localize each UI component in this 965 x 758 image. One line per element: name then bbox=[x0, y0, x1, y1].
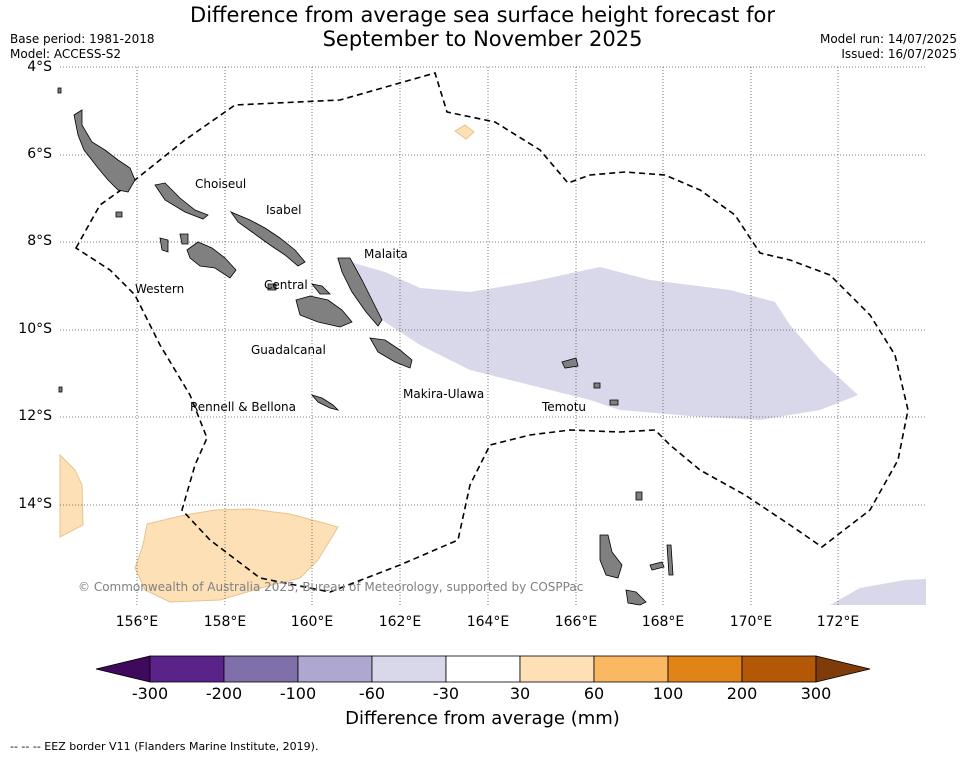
province-labels: Choiseul Isabel Malaita Western Central … bbox=[135, 177, 586, 414]
santa-cruz-island bbox=[561, 357, 579, 369]
colorbar-extend-low bbox=[95, 655, 151, 683]
colorbar-tick-label: 60 bbox=[583, 684, 605, 703]
vanikoro-island bbox=[609, 399, 619, 406]
colorbar-tick-label: 30 bbox=[509, 684, 531, 703]
colorbar-bin-6 bbox=[519, 655, 595, 683]
torres-islands bbox=[635, 491, 643, 501]
eez-footnote: -- -- -- EEZ border V11 (Flanders Marine… bbox=[10, 740, 319, 753]
islands bbox=[57, 87, 674, 606]
meta-right: Model run: 14/07/2025 Issued: 16/07/2025 bbox=[820, 32, 957, 62]
colorbar-tick-label: -60 bbox=[358, 684, 386, 703]
colorbar-bin-1 bbox=[149, 655, 225, 683]
ambae-island bbox=[649, 561, 665, 571]
model-name: Model: ACCESS-S2 bbox=[10, 47, 122, 61]
lon-label-166e: 166°E bbox=[554, 614, 598, 630]
lat-label-12s: 12°S bbox=[18, 408, 52, 424]
label-western: Western bbox=[135, 282, 184, 296]
negative-anomaly-region-se bbox=[830, 579, 926, 605]
lat-label-8s: 8°S bbox=[27, 233, 52, 249]
lon-label-164e: 164°E bbox=[466, 614, 510, 630]
lon-label-158e: 158°E bbox=[203, 614, 247, 630]
espiritu-santo-island bbox=[599, 534, 623, 579]
florida-islands bbox=[311, 283, 331, 295]
colorbar-bin-8 bbox=[667, 655, 743, 683]
model-run: Model run: 14/07/2025 bbox=[819, 32, 957, 46]
meta-left: Base period: 1981-2018 Model: ACCESS-S2 bbox=[10, 32, 155, 62]
small-island-3 bbox=[57, 87, 62, 94]
label-isabel: Isabel bbox=[266, 203, 301, 217]
issued-date: Issued: 16/07/2025 bbox=[841, 47, 957, 61]
colorbar-tick-label: -300 bbox=[131, 684, 169, 703]
base-period: Base period: 1981-2018 bbox=[10, 32, 155, 46]
lon-label-160e: 160°E bbox=[290, 614, 334, 630]
colorbar-bin-4 bbox=[371, 655, 447, 683]
colorbar-extend-high bbox=[815, 655, 871, 683]
lat-label-4s: 4°S bbox=[27, 59, 52, 75]
rendova-island bbox=[159, 237, 169, 253]
label-rennell-bellona: Rennell & Bellona bbox=[190, 400, 296, 414]
colorbar-tick-label: 300 bbox=[800, 684, 832, 703]
colorbar-bin-5 bbox=[445, 655, 521, 683]
colorbar-bin-2 bbox=[223, 655, 299, 683]
lon-label-172e: 172°E bbox=[816, 614, 860, 630]
new-georgia-island bbox=[186, 241, 237, 279]
label-malaita: Malaita bbox=[364, 247, 408, 261]
colorbar-tick-label: -200 bbox=[205, 684, 243, 703]
colorbar-tick-label: 100 bbox=[652, 684, 684, 703]
utupua-island bbox=[593, 382, 601, 389]
label-central: Central bbox=[264, 278, 308, 292]
label-temotu: Temotu bbox=[541, 400, 586, 414]
vella-lavella-island bbox=[154, 182, 209, 220]
pentecost-island bbox=[666, 544, 674, 576]
isabel-island bbox=[229, 211, 306, 267]
label-guadalcanal: Guadalcanal bbox=[251, 343, 326, 357]
guadalcanal-island bbox=[295, 295, 353, 328]
colorbar-bin-3 bbox=[297, 655, 373, 683]
choiseul-island bbox=[73, 109, 136, 193]
russell-islands bbox=[267, 283, 277, 291]
colorbar-tick-label: -30 bbox=[432, 684, 460, 703]
colorbar-tick-label: -100 bbox=[279, 684, 317, 703]
title-line-1: Difference from average sea surface heig… bbox=[190, 3, 775, 27]
small-island-1 bbox=[115, 211, 123, 218]
lon-label-156e: 156°E bbox=[115, 614, 159, 630]
kolombangara-island bbox=[179, 233, 189, 245]
lat-label-10s: 10°S bbox=[18, 321, 52, 337]
anomaly-shading bbox=[59, 124, 926, 605]
label-choiseul: Choiseul bbox=[195, 177, 246, 191]
colorbar bbox=[95, 655, 871, 683]
makira-island bbox=[369, 337, 413, 369]
lon-label-168e: 168°E bbox=[641, 614, 685, 630]
malekula-island bbox=[625, 589, 647, 606]
colorbar-tick-label: 200 bbox=[726, 684, 758, 703]
negative-anomaly-region bbox=[336, 258, 858, 420]
label-makira-ulawa: Makira-Ulawa bbox=[403, 387, 484, 401]
map-title: Difference from average sea surface heig… bbox=[0, 3, 965, 51]
rennell-island bbox=[310, 394, 340, 411]
eez-border bbox=[74, 72, 909, 593]
malaita-island bbox=[337, 257, 383, 327]
lon-label-170e: 170°E bbox=[729, 614, 773, 630]
positive-anomaly-region-s bbox=[134, 508, 339, 603]
colorbar-bin-9 bbox=[741, 655, 817, 683]
title-line-2: September to November 2025 bbox=[322, 27, 643, 51]
positive-anomaly-region-n bbox=[454, 124, 475, 140]
small-island-2 bbox=[58, 386, 63, 393]
copyright-notice: © Commonwealth of Australia 2025, Bureau… bbox=[78, 580, 584, 594]
positive-anomaly-region-w bbox=[59, 453, 84, 538]
colorbar-bin-7 bbox=[593, 655, 669, 683]
lat-label-14s: 14°S bbox=[18, 496, 52, 512]
lon-label-162e: 162°E bbox=[378, 614, 422, 630]
lat-label-6s: 6°S bbox=[27, 146, 52, 162]
graticule bbox=[60, 66, 926, 605]
colorbar-label: Difference from average (mm) bbox=[345, 708, 620, 729]
